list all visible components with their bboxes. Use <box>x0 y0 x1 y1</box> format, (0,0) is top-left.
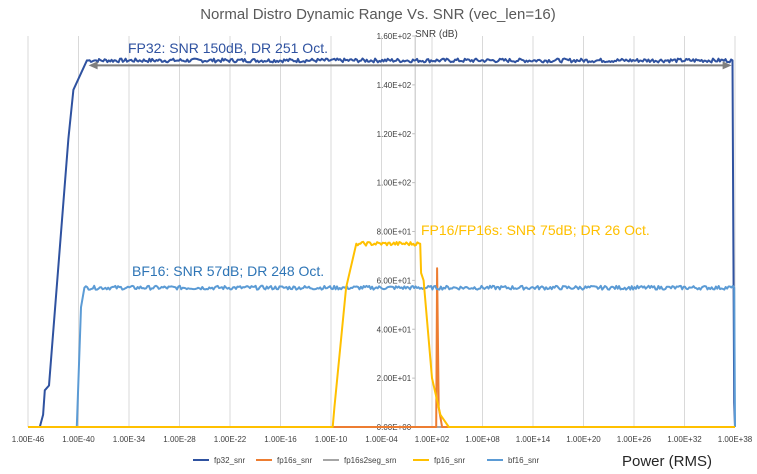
annotation-text: BF16: SNR 57dB; DR 248 Oct. <box>132 263 324 279</box>
x-tick-label: 1.00E+20 <box>566 435 601 444</box>
axes: 1.00E-46 1.00E-40 1.00E-34 1.00E-28 1.00E-22… <box>12 32 753 444</box>
legend-label-fp16_snr: fp16_snr <box>434 456 465 465</box>
series-lines <box>28 57 736 428</box>
series-line-bf16_snr <box>28 284 736 428</box>
y-tick-label: 1.40E+02 <box>377 81 412 90</box>
legend: fp32_snr fp16s_snr fp16s2seg_srn fp16_snr bf… <box>193 456 539 465</box>
y-tick-label: 1.60E+02 <box>377 32 412 41</box>
x-tick-label: 1.00E-10 <box>315 435 348 444</box>
y-axis-label: SNR (dB) <box>415 29 458 40</box>
x-axis-label: Power (RMS) <box>622 453 712 470</box>
gridlines <box>27 36 736 427</box>
arrow-head-right <box>722 61 732 70</box>
x-tick-label: 1.00E-04 <box>365 435 398 444</box>
chart-title: Normal Distro Dynamic Range Vs. SNR (vec… <box>200 6 556 23</box>
y-tick-label: 6.00E+01 <box>377 276 412 285</box>
x-tick-label: 1.00E-22 <box>214 435 247 444</box>
x-tick-label: 1.00E+02 <box>415 435 450 444</box>
annotations: FP32: SNR 150dB, DR 251 Oct. BF16: SNR 57… <box>88 40 732 279</box>
legend-label-bf16_snr: bf16_snr <box>508 456 539 465</box>
y-tick-label: 8.00E+01 <box>377 228 412 237</box>
series-line-fp16_snr <box>28 240 735 428</box>
y-tick-label: 2.00E+01 <box>377 374 412 383</box>
x-tick-label: 1.00E+32 <box>667 435 702 444</box>
y-tick-label: 1.20E+02 <box>377 130 412 139</box>
x-tick-label: 1.00E-40 <box>62 435 95 444</box>
annotation-text: FP16/FP16s: SNR 75dB; DR 26 Oct. <box>421 222 650 238</box>
x-tick-label: 1.00E-16 <box>264 435 297 444</box>
x-tick-label: 1.00E+08 <box>465 435 500 444</box>
x-tick-label: 1.00E-34 <box>113 435 146 444</box>
x-tick-label: 1.00E+14 <box>516 435 551 444</box>
x-tick-label: 1.00E-28 <box>163 435 196 444</box>
annotation-text: FP32: SNR 150dB, DR 251 Oct. <box>128 40 328 56</box>
y-tick-label: 1.00E+02 <box>377 179 412 188</box>
y-tick-label: 4.00E+01 <box>377 325 412 334</box>
legend-label-fp16s_snr: fp16s_snr <box>277 456 312 465</box>
arrow-head-left <box>88 61 98 70</box>
x-tick-label: 1.00E-46 <box>12 435 45 444</box>
legend-label-fp16s2seg_srn: fp16s2seg_srn <box>344 456 396 465</box>
series-line-fp32_snr <box>28 57 736 428</box>
x-tick-label: 1.00E+26 <box>617 435 652 444</box>
x-tick-label: 1.00E+38 <box>718 435 753 444</box>
legend-label-fp32_snr: fp32_snr <box>214 456 245 465</box>
